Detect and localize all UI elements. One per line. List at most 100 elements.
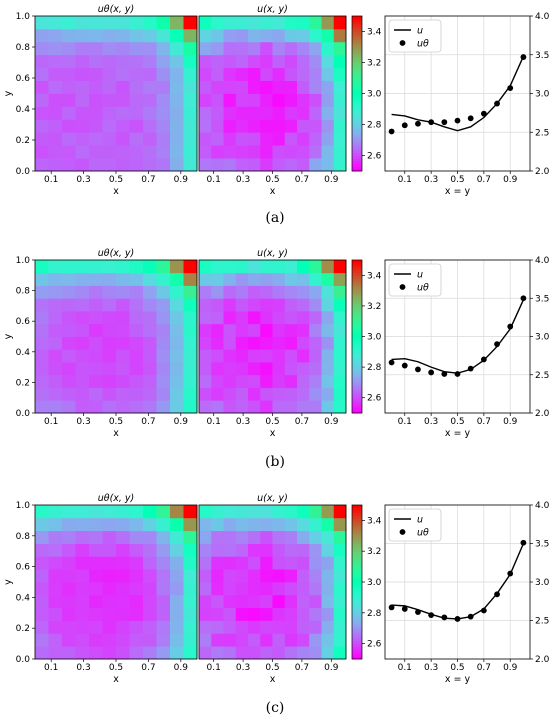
- heatmap-cell: [143, 298, 157, 312]
- heatmap-cell: [116, 633, 130, 647]
- heatmap-u-theta: uθ(x, y) 0.1 0.3 0.5 0.7 0.9 x: [34, 248, 198, 439]
- heatmap-cell: [199, 607, 212, 621]
- heatmap-cell: [211, 311, 224, 325]
- colorbar-step: [352, 354, 362, 358]
- heatmap-cell: [143, 374, 157, 388]
- colorbar-step: [352, 328, 362, 332]
- x-tick-label: 0.1: [398, 663, 412, 673]
- x-tick-label: 0.3: [76, 417, 90, 427]
- heatmap-cell: [297, 362, 310, 376]
- x-tick-label: 0.5: [265, 175, 279, 185]
- series-point-u-theta: [388, 359, 395, 366]
- heatmap-cell: [156, 16, 171, 30]
- heatmap-cell: [272, 336, 286, 350]
- heatmap-cell: [199, 400, 212, 414]
- colorbar-step: [352, 641, 362, 645]
- colorbar-step: [352, 127, 362, 131]
- heatmap-cell: [48, 54, 63, 69]
- heatmap-cell: [333, 362, 347, 376]
- colorbar-step: [352, 597, 362, 601]
- heatmap-cell: [235, 132, 249, 146]
- heatmap-cell: [321, 272, 335, 286]
- colorbar-step: [352, 270, 362, 274]
- heatmap-cell: [35, 374, 49, 388]
- heatmap-cell: [223, 41, 237, 56]
- heatmap-cell: [62, 336, 76, 350]
- y-tick-label: 0.0: [16, 409, 31, 419]
- heatmap-cell: [156, 311, 171, 325]
- colorbar-step: [352, 569, 362, 573]
- heatmap-cell: [116, 556, 130, 570]
- heatmap-cell: [260, 594, 273, 609]
- colorbar-step: [352, 321, 362, 325]
- colorbar-step: [352, 119, 362, 123]
- legend-label: uθ: [417, 39, 429, 50]
- heatmap-cell: [211, 556, 224, 570]
- heatmap-cell: [260, 145, 273, 159]
- heatmap-cell: [199, 505, 212, 519]
- colorbar-tick-label: 3.4: [367, 271, 382, 281]
- heatmap-cell: [199, 362, 212, 376]
- heatmap-cell: [333, 272, 347, 286]
- heatmap-cell: [199, 132, 212, 146]
- heatmap-cell: [333, 646, 347, 660]
- colorbar-step: [352, 16, 362, 20]
- x-tick-label: 0.1: [44, 417, 58, 427]
- series-point-u-theta: [401, 606, 408, 612]
- y-tick-label: 4.0: [535, 256, 550, 266]
- heatmap-cell: [211, 620, 224, 634]
- heatmap-u: u(x, y) 0.1 0.3 0.5 0.7 0.9 x: [198, 493, 347, 685]
- heatmap-cell: [170, 323, 184, 337]
- heatmap-cell: [223, 158, 237, 172]
- y-tick-label: 1.0: [16, 12, 31, 22]
- heatmap-cell: [321, 543, 335, 557]
- colorbar-step: [352, 533, 362, 537]
- heatmap-cell: [235, 41, 249, 56]
- heatmap-cell: [170, 530, 184, 544]
- heatmap-cell: [156, 285, 171, 299]
- heatmap-cell: [48, 67, 63, 81]
- heatmap-cell: [321, 145, 335, 159]
- heatmap-cell: [89, 54, 103, 69]
- heatmap-cell: [143, 145, 157, 159]
- heatmap-cell: [129, 582, 144, 596]
- heatmap-cell: [183, 298, 198, 312]
- heatmap-cell: [183, 582, 198, 596]
- legend-box: [388, 508, 442, 542]
- colorbar-step: [352, 155, 362, 159]
- heatmap-cell: [199, 260, 212, 274]
- heatmap-cell: [183, 349, 198, 363]
- heatmap-cell: [235, 119, 249, 133]
- heatmap-cell: [102, 80, 117, 94]
- heatmap-cell: [199, 67, 212, 81]
- colorbar-tick-label: 2.8: [367, 363, 382, 373]
- colorbar-step: [352, 282, 362, 286]
- heatmap-cell: [333, 620, 347, 634]
- heatmap-cell: [62, 582, 76, 596]
- heatmap-cell: [62, 620, 76, 634]
- heatmap-cell: [223, 569, 237, 583]
- colorbar-step: [352, 129, 362, 133]
- heatmap-cell: [89, 387, 103, 401]
- colorbar-step: [352, 582, 362, 586]
- colorbar-step: [352, 359, 362, 363]
- heatmap-cell: [260, 569, 273, 583]
- heatmap-cell: [48, 119, 63, 133]
- heatmap-cell: [284, 158, 298, 172]
- colorbar-step: [352, 165, 362, 169]
- heatmap-cell: [260, 67, 273, 81]
- heatmap-cell: [260, 556, 273, 570]
- heatmap-cell: [309, 646, 322, 660]
- x-tick-label: 0.3: [424, 175, 438, 185]
- heatmap-cell: [89, 41, 103, 56]
- y-tick-label: 1.0: [16, 256, 31, 266]
- heatmap-cell: [235, 323, 249, 337]
- heatmap-cell: [75, 93, 90, 107]
- heatmap-title: u(x, y): [257, 493, 288, 504]
- heatmap-cell: [248, 16, 261, 30]
- heatmap-cell: [102, 93, 117, 107]
- heatmap-cell: [321, 556, 335, 570]
- heatmap-cell: [199, 633, 212, 647]
- heatmap-cell: [183, 67, 198, 81]
- heatmap-cell: [102, 311, 117, 325]
